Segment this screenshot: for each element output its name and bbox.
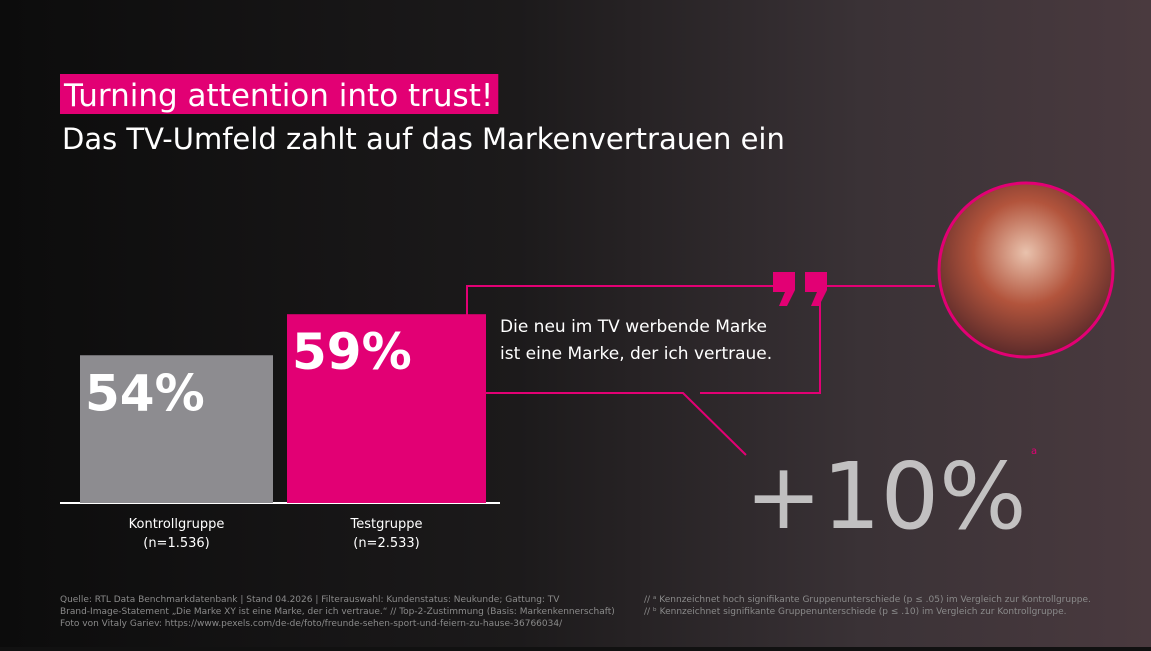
footnote: // ᵇ Kennzeichnet signifikante Gruppenun… bbox=[644, 607, 1067, 617]
bar bbox=[80, 355, 273, 503]
x-tick-label: Kontrollgruppe bbox=[129, 517, 225, 532]
title: Turning attention into trust! bbox=[63, 78, 493, 114]
uplift-note: a bbox=[1031, 446, 1037, 457]
source-line: Brand-Image-Statement „Die Marke XY ist … bbox=[60, 607, 615, 617]
sample-size: (n=2.533) bbox=[353, 536, 420, 551]
quote-line: Die neu im TV werbende Marke bbox=[500, 317, 767, 337]
bar bbox=[287, 314, 486, 503]
value-label: 59% bbox=[292, 323, 412, 381]
sample-size: (n=1.536) bbox=[143, 536, 210, 551]
source-line: Quelle: RTL Data Benchmarkdatenbank | St… bbox=[60, 595, 560, 605]
quote-line: ist eine Marke, der ich vertraue. bbox=[500, 344, 772, 364]
value-label: 54% bbox=[85, 364, 205, 422]
quote-mark bbox=[773, 272, 827, 306]
footnote: // ᵃ Kennzeichnet hoch signifikante Grup… bbox=[644, 595, 1091, 605]
uplift: +10% bbox=[745, 443, 1027, 550]
x-tick-label: Testgruppe bbox=[350, 517, 423, 532]
title-highlight bbox=[60, 74, 499, 114]
subtitle: Das TV-Umfeld zahlt auf das Markenvertra… bbox=[62, 122, 785, 156]
source-line: Foto von Vitaly Gariev: https://www.pexe… bbox=[60, 619, 563, 629]
portrait bbox=[937, 181, 1115, 359]
